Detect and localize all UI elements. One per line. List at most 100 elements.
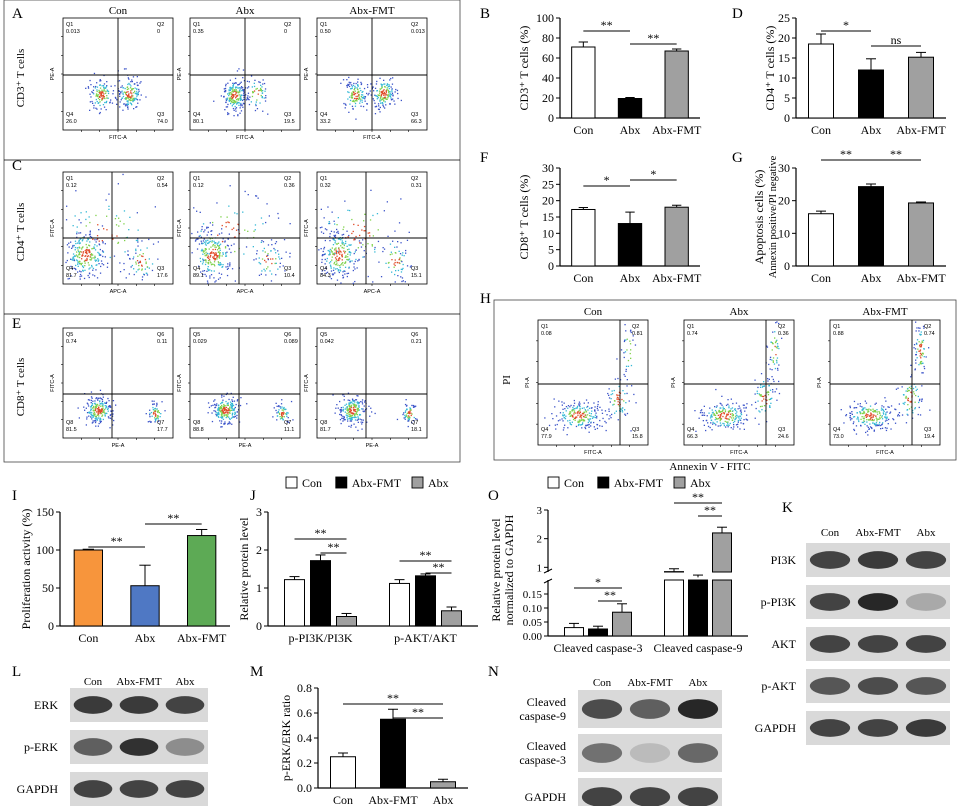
gate-percentage: 0.74: [66, 339, 77, 345]
flow-event-dot: [88, 412, 90, 414]
flow-event-dot: [109, 102, 111, 104]
flow-event-dot: [223, 88, 225, 90]
flow-event-dot: [224, 423, 226, 425]
flow-event-dot: [128, 96, 130, 98]
flow-event-dot: [201, 242, 203, 244]
flow-event-dot: [273, 407, 275, 409]
flow-event-dot: [133, 99, 135, 102]
gate-label: Q3: [157, 112, 164, 118]
flow-event-dot: [210, 246, 212, 248]
flow-event-dot: [357, 224, 359, 226]
flow-event-dot: [155, 420, 157, 422]
flow-event-dot: [222, 264, 224, 266]
flow-event-dot: [578, 421, 581, 423]
flow-event-dot: [247, 230, 249, 232]
flow-event-dot: [929, 409, 931, 411]
flow-event-dot: [100, 260, 103, 262]
flow-event-dot: [415, 418, 417, 420]
flow-event-dot: [73, 255, 75, 258]
x-tick-label: Abx-FMT: [652, 271, 702, 285]
flow-event-dot: [344, 266, 347, 268]
flow-event-dot: [337, 217, 339, 219]
flow-event-dot: [380, 95, 383, 97]
flow-event-dot: [393, 263, 395, 265]
gate-label: Q1: [833, 324, 840, 330]
flow-event-dot: [608, 410, 610, 412]
flow-event-dot: [862, 412, 864, 415]
flow-event-dot: [125, 103, 127, 105]
flow-event-dot: [356, 414, 358, 416]
flow-event-dot: [131, 89, 133, 91]
flow-event-dot: [211, 252, 213, 254]
flow-event-dot: [217, 412, 219, 414]
flow-event-dot: [918, 330, 920, 332]
x-tick-label: Abx: [861, 271, 882, 285]
flow-event-dot: [879, 412, 881, 414]
flow-event-dot: [93, 409, 95, 411]
flow-event-dot: [761, 400, 763, 402]
flow-event-dot: [87, 249, 89, 251]
flow-event-dot: [230, 88, 232, 90]
flow-event-dot: [406, 408, 408, 410]
flow-event-dot: [217, 245, 220, 247]
flow-event-dot: [261, 86, 263, 88]
flow-event-dot: [351, 96, 354, 98]
flow-event-dot: [143, 273, 145, 275]
flow-event-dot: [335, 263, 337, 266]
flow-event-dot: [339, 265, 341, 267]
flow-event-dot: [85, 225, 87, 227]
flow-event-dot: [410, 409, 412, 411]
flow-event-dot: [276, 405, 278, 407]
flow-event-dot: [225, 255, 228, 257]
flow-event-dot: [97, 410, 99, 412]
gate-percentage: 81.7: [320, 427, 331, 433]
flow-event-dot: [596, 415, 598, 418]
flow-event-dot: [219, 410, 221, 412]
blot-row-label: p-ERK: [24, 740, 58, 754]
flow-event-dot: [868, 428, 870, 430]
flow-event-dot: [348, 248, 350, 250]
flow-event-dot: [218, 233, 221, 235]
blot-lane-label: Con: [593, 677, 612, 689]
flow-event-dot: [105, 101, 107, 104]
flow-event-dot: [80, 264, 82, 266]
flow-event-dot: [907, 397, 909, 400]
flow-event-dot: [225, 255, 227, 257]
flow-event-dot: [107, 408, 109, 410]
flow-event-dot: [334, 236, 337, 238]
flow-event-dot: [216, 403, 218, 405]
flow-event-dot: [97, 260, 99, 262]
flow-event-dot: [772, 357, 775, 359]
flow-event-dot: [231, 105, 233, 107]
significance-label: **: [433, 560, 445, 574]
flow-event-dot: [889, 411, 892, 413]
bar: [664, 206, 689, 267]
flow-event-dot: [93, 257, 96, 259]
flow-event-dot: [155, 414, 157, 416]
flow-event-dot: [207, 269, 209, 271]
flow-event-dot: [235, 90, 237, 92]
flow-event-dot: [357, 85, 359, 87]
flow-event-dot: [102, 97, 104, 99]
significance-label: **: [387, 691, 399, 705]
flow-event-dot: [237, 409, 240, 411]
flow-event-dot: [260, 273, 262, 275]
flow-event-dot: [157, 416, 159, 418]
flow-event-dot: [356, 395, 358, 397]
flow-event-dot: [268, 215, 270, 217]
flow-event-dot: [774, 345, 776, 348]
y-tick-label: 0.4: [297, 731, 312, 745]
flow-event-dot: [240, 86, 243, 88]
panel-letter-b: B: [480, 6, 490, 22]
flow-event-dot: [218, 246, 220, 248]
flow-event-dot: [284, 408, 286, 411]
flow-event-dot: [381, 98, 383, 101]
blot-band: [857, 593, 899, 611]
flow-event-dot: [884, 420, 887, 422]
flow-event-dot: [569, 415, 571, 417]
flow-event-dot: [572, 409, 574, 411]
flow-event-dot: [331, 259, 333, 261]
flow-event-dot: [221, 420, 223, 422]
flow-event-dot: [79, 242, 81, 244]
flow-event-dot: [74, 215, 76, 217]
